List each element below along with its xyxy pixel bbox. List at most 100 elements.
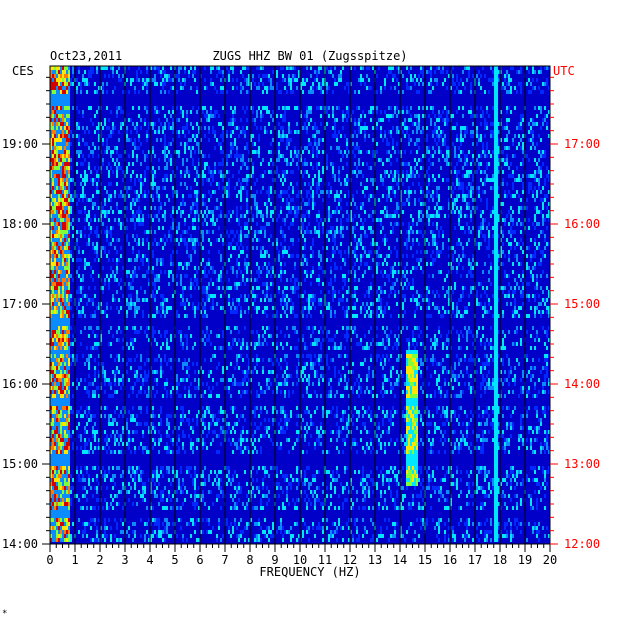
spectrogram-cell bbox=[142, 222, 144, 226]
spectrogram-cell bbox=[94, 166, 96, 170]
spectrogram-cell bbox=[456, 78, 458, 82]
spectrogram-cell bbox=[382, 262, 384, 266]
spectrogram-cell bbox=[206, 214, 208, 218]
spectrogram-cell bbox=[326, 162, 328, 166]
spectrogram-cell bbox=[54, 126, 56, 130]
spectrogram-cell bbox=[54, 270, 56, 274]
spectrogram-cell bbox=[318, 66, 320, 70]
spectrogram-cell bbox=[110, 166, 112, 170]
spectrogram-cell bbox=[470, 110, 472, 114]
spectrogram-cell bbox=[106, 214, 108, 218]
spectrogram-cell bbox=[508, 258, 510, 262]
spectrogram-cell bbox=[460, 134, 462, 138]
spectrogram-cell bbox=[266, 286, 268, 290]
spectrogram-cell bbox=[220, 150, 222, 154]
spectrogram-cell bbox=[526, 66, 528, 70]
spectrogram-cell bbox=[284, 134, 286, 138]
spectrogram-cell bbox=[96, 254, 98, 258]
spectrogram-cell bbox=[496, 238, 498, 242]
spectrogram-cell bbox=[508, 250, 510, 254]
spectrogram-cell bbox=[196, 174, 198, 178]
spectrogram-cell bbox=[170, 226, 172, 230]
spectrogram-cell bbox=[78, 70, 80, 74]
spectrogram-cell bbox=[346, 146, 348, 150]
spectrogram-cell bbox=[412, 122, 414, 126]
spectrogram-cell bbox=[184, 142, 186, 146]
spectrogram-cell bbox=[248, 218, 250, 222]
spectrogram-cell bbox=[164, 82, 166, 86]
spectrogram-cell bbox=[352, 218, 354, 222]
spectrogram-cell bbox=[148, 230, 150, 234]
spectrogram-cell bbox=[442, 142, 444, 146]
spectrogram-cell bbox=[334, 126, 336, 130]
spectrogram-cell bbox=[196, 170, 198, 174]
spectrogram-cell bbox=[144, 78, 146, 82]
spectrogram-cell bbox=[496, 142, 498, 146]
spectrogram-cell bbox=[342, 214, 344, 218]
spectrogram-cell bbox=[58, 178, 60, 182]
spectrogram-cell bbox=[456, 266, 458, 270]
spectrogram-cell bbox=[270, 158, 272, 162]
spectrogram-cell bbox=[76, 90, 78, 94]
spectrogram-cell bbox=[350, 118, 352, 122]
spectrogram-cell bbox=[372, 210, 374, 214]
spectrogram-cell bbox=[70, 142, 72, 146]
spectrogram-cell bbox=[446, 118, 448, 122]
spectrogram-cell bbox=[360, 130, 362, 134]
spectrogram-cell bbox=[76, 202, 78, 206]
spectrogram-cell bbox=[400, 70, 402, 74]
spectrogram-cell bbox=[50, 302, 52, 306]
spectrogram-cell bbox=[468, 202, 470, 206]
spectrogram-cell bbox=[464, 174, 466, 178]
spectrogram-cell bbox=[496, 122, 498, 126]
spectrogram-cell bbox=[70, 206, 72, 210]
spectrogram-cell bbox=[280, 154, 282, 158]
spectrogram-cell bbox=[198, 126, 200, 130]
spectrogram-cell bbox=[108, 74, 110, 78]
spectrogram-cell bbox=[510, 66, 512, 70]
spectrogram-cell bbox=[322, 226, 324, 230]
spectrogram-cell bbox=[266, 290, 268, 294]
spectrogram-cell bbox=[196, 278, 198, 282]
spectrogram-cell bbox=[448, 74, 450, 78]
spectrogram-cell bbox=[50, 210, 52, 214]
spectrogram-cell bbox=[240, 154, 242, 158]
spectrogram-cell bbox=[62, 118, 64, 122]
spectrogram-cell bbox=[284, 106, 286, 110]
spectrogram-cell bbox=[450, 186, 452, 190]
spectrogram-cell bbox=[528, 138, 530, 142]
spectrogram-cell bbox=[250, 298, 252, 302]
spectrogram-cell bbox=[488, 90, 490, 94]
spectrogram-cell bbox=[176, 118, 178, 122]
spectrogram-cell bbox=[182, 230, 184, 234]
spectrogram-cell bbox=[470, 114, 472, 118]
spectrogram-cell bbox=[292, 242, 294, 246]
spectrogram-cell bbox=[458, 238, 460, 242]
spectrogram-cell bbox=[360, 238, 362, 242]
spectrogram-cell bbox=[100, 210, 102, 214]
spectrogram-cell bbox=[282, 170, 284, 174]
spectrogram-cell bbox=[176, 90, 178, 94]
spectrogram-cell bbox=[410, 66, 412, 70]
spectrogram-cell bbox=[144, 158, 146, 162]
spectrogram-cell bbox=[52, 302, 54, 306]
spectrogram-cell bbox=[182, 298, 184, 302]
spectrogram-cell bbox=[164, 214, 166, 218]
spectrogram-cell bbox=[68, 242, 70, 246]
spectrogram-cell bbox=[68, 106, 70, 110]
spectrogram-cell bbox=[186, 158, 188, 162]
spectrogram-cell bbox=[354, 278, 356, 282]
spectrogram-cell bbox=[406, 86, 408, 90]
spectrogram-cell bbox=[504, 222, 506, 226]
spectrogram-cell bbox=[72, 70, 74, 74]
spectrogram-cell bbox=[296, 182, 298, 186]
spectrogram-cell bbox=[202, 178, 204, 182]
spectrogram-cell bbox=[178, 266, 180, 270]
spectrogram-cell bbox=[494, 226, 496, 230]
spectrogram-cell bbox=[204, 114, 206, 118]
spectrogram-cell bbox=[248, 174, 250, 178]
spectrogram-cell bbox=[294, 210, 296, 214]
spectrogram-cell bbox=[346, 154, 348, 158]
spectrogram-cell bbox=[460, 206, 462, 210]
spectrogram-cell bbox=[164, 142, 166, 146]
